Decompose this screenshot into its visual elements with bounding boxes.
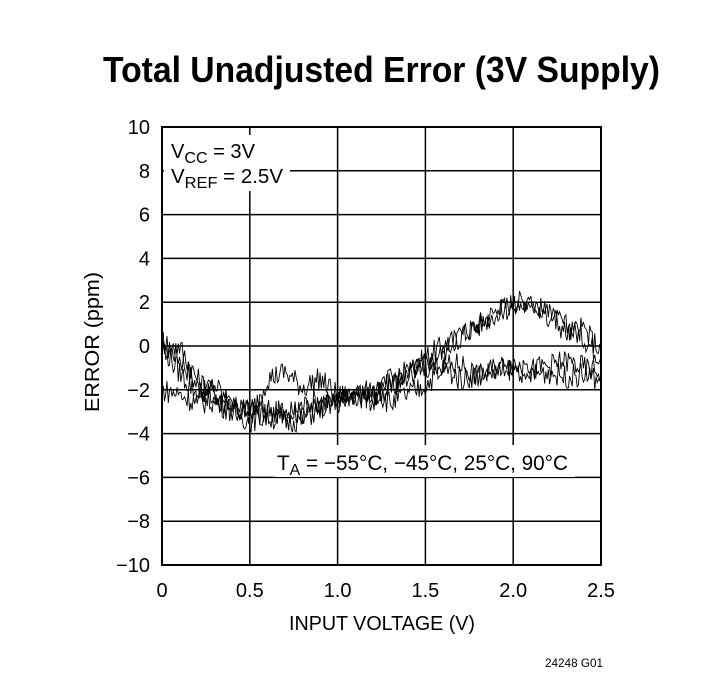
y-tick-label: −10 [116, 555, 150, 577]
series-line-2 [161, 295, 602, 422]
y-tick-label: 2 [139, 292, 150, 314]
y-tick-label: 4 [139, 248, 150, 270]
chart-title: Total Unadjusted Error (3V Supply) [103, 49, 660, 90]
series-line-4 [161, 358, 602, 433]
y-axis-label: ERROR (ppm) [82, 272, 104, 412]
y-tick-label: 10 [128, 117, 150, 139]
x-tick-label: 0.5 [236, 580, 264, 602]
annotation-vcc: VCC = 3V [171, 141, 256, 167]
y-tick-label: −8 [127, 511, 150, 533]
vref-label-bg [164, 135, 290, 191]
grid [161, 126, 602, 566]
x-tick-label: 1.5 [411, 580, 439, 602]
y-tick-label: 0 [139, 336, 150, 358]
x-tick-label: 0 [156, 580, 167, 602]
y-tick-label: −6 [127, 467, 150, 489]
series-line-3 [161, 341, 602, 424]
x-axis-label: INPUT VOLTAGE (V) [289, 613, 475, 635]
annotation-vref: VREF = 2.5V [171, 166, 284, 192]
x-tick-label: 2.5 [587, 580, 615, 602]
x-tick-labels: 0 0.5 1.0 1.5 2.0 2.5 [156, 580, 614, 602]
x-tick-label: 2.0 [499, 580, 527, 602]
ta-label-bg [275, 445, 575, 477]
figure-id: 24248 G01 [545, 656, 603, 670]
plot-frame [161, 126, 602, 566]
annotation-ta: TA = −55°C, −45°C, 25°C, 90°C [277, 452, 568, 479]
y-tick-label: 6 [139, 205, 150, 227]
y-tick-labels: 10 8 6 4 2 0 −2 −4 −6 −8 −10 [116, 117, 150, 577]
y-tick-label: −4 [127, 424, 150, 446]
series-group [161, 290, 602, 433]
y-tick-label: 8 [139, 161, 150, 183]
y-tick-label: −2 [127, 380, 150, 402]
x-tick-label: 1.0 [324, 580, 352, 602]
